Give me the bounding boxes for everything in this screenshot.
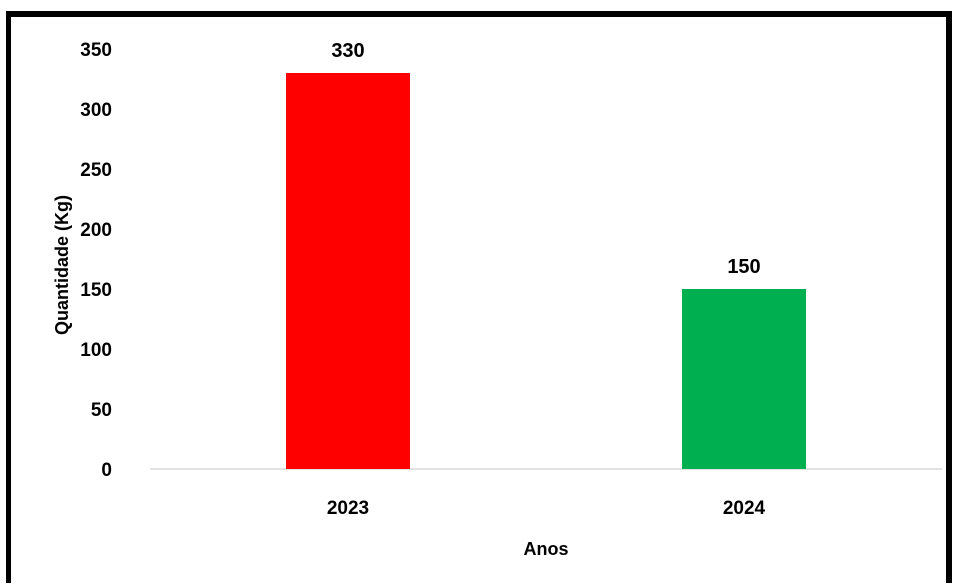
x-tick-label: 2023 <box>327 498 369 519</box>
y-tick-label: 0 <box>101 460 112 481</box>
x-tick-label: 2024 <box>723 498 766 519</box>
y-tick-label: 50 <box>91 400 112 421</box>
x-axis-title: Anos <box>524 539 569 559</box>
data-label: 330 <box>331 40 364 62</box>
bars <box>286 73 806 469</box>
y-tick-label: 350 <box>80 40 112 61</box>
y-tick-label: 250 <box>80 160 112 181</box>
y-tick-label: 100 <box>80 340 112 361</box>
data-labels: 330 150 <box>331 40 760 278</box>
y-tick-label: 150 <box>80 280 112 301</box>
y-tick-label: 300 <box>80 100 112 121</box>
data-label: 150 <box>727 256 760 278</box>
bar-2024 <box>682 289 806 469</box>
y-tick-label: 200 <box>80 220 112 241</box>
x-axis-ticks: 2023 2024 <box>327 498 766 519</box>
y-axis-ticks: 0 50 100 150 200 250 300 350 <box>80 40 112 481</box>
bar-2023 <box>286 73 410 469</box>
y-axis-title: Quantidade (Kg) <box>52 195 72 335</box>
